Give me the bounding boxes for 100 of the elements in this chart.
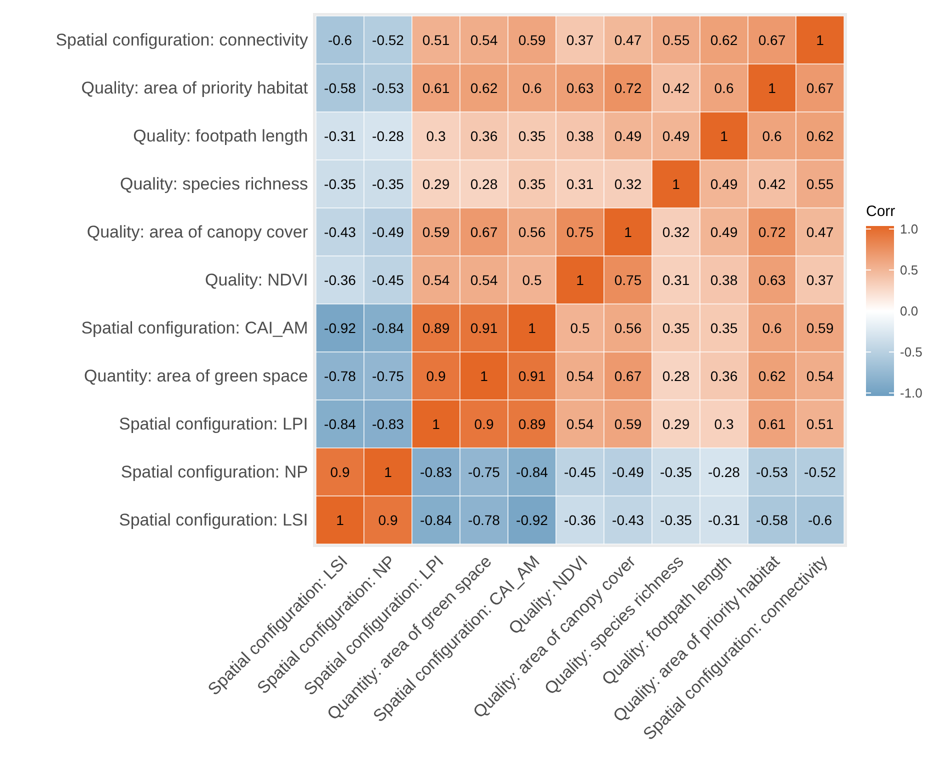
data-label: 0.89 <box>518 416 546 432</box>
data-label: 0.35 <box>710 320 738 336</box>
data-label: 0.6 <box>522 80 542 96</box>
data-label: -0.84 <box>372 320 404 336</box>
color-bar-label: 0.5 <box>900 262 918 278</box>
data-label: 0.56 <box>518 224 546 240</box>
y-tick-label: Spatial configuration: LSI <box>118 510 308 530</box>
data-label: 0.47 <box>806 224 834 240</box>
data-label: 1 <box>624 224 632 240</box>
data-label: -0.6 <box>808 512 832 528</box>
data-label: 0.9 <box>330 464 350 480</box>
data-label: -0.6 <box>328 32 352 48</box>
data-label: -0.28 <box>708 464 740 480</box>
data-label: 0.37 <box>566 32 594 48</box>
y-tick-label: Spatial configuration: connectivity <box>56 30 308 50</box>
data-label: 0.38 <box>566 128 594 144</box>
y-tick-label: Spatial configuration: CAI_AM <box>81 318 308 338</box>
data-label: 1 <box>480 368 488 384</box>
data-label: 0.6 <box>762 128 782 144</box>
data-label: -0.53 <box>372 80 404 96</box>
data-label: 0.32 <box>614 176 642 192</box>
data-label: -0.78 <box>468 512 500 528</box>
data-label: 0.36 <box>710 368 738 384</box>
data-label: 0.72 <box>614 80 642 96</box>
data-label: 0.67 <box>806 80 834 96</box>
color-bar-label: -1.0 <box>900 386 922 400</box>
data-label: 0.3 <box>426 128 446 144</box>
data-label: 0.37 <box>806 272 834 288</box>
data-label: 0.75 <box>566 224 594 240</box>
data-label: -0.31 <box>324 128 356 144</box>
data-label: 1 <box>576 272 584 288</box>
data-label: 0.61 <box>422 80 450 96</box>
data-label: -0.92 <box>516 512 548 528</box>
data-label: 0.49 <box>614 128 642 144</box>
data-label: 0.49 <box>662 128 690 144</box>
data-label: -0.45 <box>564 464 596 480</box>
data-label: 0.36 <box>470 128 498 144</box>
data-label: 0.38 <box>710 272 738 288</box>
data-label: 0.62 <box>710 32 738 48</box>
data-label: 1 <box>384 464 392 480</box>
data-label: 0.59 <box>806 320 834 336</box>
data-label: 0.54 <box>470 32 498 48</box>
data-label: 0.54 <box>422 272 450 288</box>
data-label: -0.75 <box>468 464 500 480</box>
data-label: 0.51 <box>422 32 450 48</box>
data-label: 0.55 <box>806 176 834 192</box>
data-label: 0.47 <box>614 32 642 48</box>
data-label: -0.31 <box>708 512 740 528</box>
data-label: 0.63 <box>758 272 786 288</box>
data-label: 1 <box>432 416 440 432</box>
data-label: 0.75 <box>614 272 642 288</box>
data-label: 0.54 <box>566 416 594 432</box>
data-label: 0.54 <box>566 368 594 384</box>
data-label: 0.49 <box>710 224 738 240</box>
data-label: 0.5 <box>570 320 590 336</box>
data-label: 0.59 <box>422 224 450 240</box>
data-label: -0.58 <box>324 80 356 96</box>
data-label: 0.28 <box>470 176 498 192</box>
y-tick-label: Quality: area of priority habitat <box>81 78 308 98</box>
data-label: 0.42 <box>758 176 786 192</box>
data-label: 0.29 <box>662 416 690 432</box>
data-label: 0.35 <box>518 176 546 192</box>
data-label: 0.56 <box>614 320 642 336</box>
y-tick-label: Quantity: area of green space <box>84 366 308 386</box>
data-label: 0.67 <box>614 368 642 384</box>
y-tick-label: Quality: species richness <box>120 174 308 194</box>
y-tick-label: Spatial configuration: NP <box>120 462 308 482</box>
data-label: -0.35 <box>372 176 404 192</box>
data-label: 1 <box>672 176 680 192</box>
data-label: 0.6 <box>714 80 734 96</box>
data-label: 0.62 <box>806 128 834 144</box>
data-label: 0.72 <box>758 224 786 240</box>
data-label: -0.83 <box>420 464 452 480</box>
data-label: 0.9 <box>474 416 494 432</box>
data-label: -0.75 <box>372 368 404 384</box>
data-label: 0.54 <box>470 272 498 288</box>
data-label: 1 <box>528 320 536 336</box>
data-label: 0.55 <box>662 32 690 48</box>
data-label: -0.84 <box>516 464 548 480</box>
data-label: 0.91 <box>518 368 546 384</box>
data-label: 0.59 <box>614 416 642 432</box>
y-tick-label: Quality: NDVI <box>205 270 308 290</box>
data-label: -0.83 <box>372 416 404 432</box>
data-label: 0.62 <box>470 80 498 96</box>
data-label: 0.35 <box>662 320 690 336</box>
data-label: 0.63 <box>566 80 594 96</box>
data-label: -0.78 <box>324 368 356 384</box>
data-label: -0.36 <box>564 512 596 528</box>
data-label: -0.49 <box>612 464 644 480</box>
data-label: 0.67 <box>470 224 498 240</box>
data-label: -0.92 <box>324 320 356 336</box>
data-label: 0.35 <box>518 128 546 144</box>
data-label: 1 <box>336 512 344 528</box>
y-tick-label: Quality: area of canopy cover <box>86 222 308 242</box>
data-label: 0.31 <box>566 176 594 192</box>
data-label: 0.9 <box>426 368 446 384</box>
data-label: -0.52 <box>804 464 836 480</box>
data-label: 0.32 <box>662 224 690 240</box>
data-label: -0.58 <box>756 512 788 528</box>
data-label: 0.5 <box>522 272 542 288</box>
